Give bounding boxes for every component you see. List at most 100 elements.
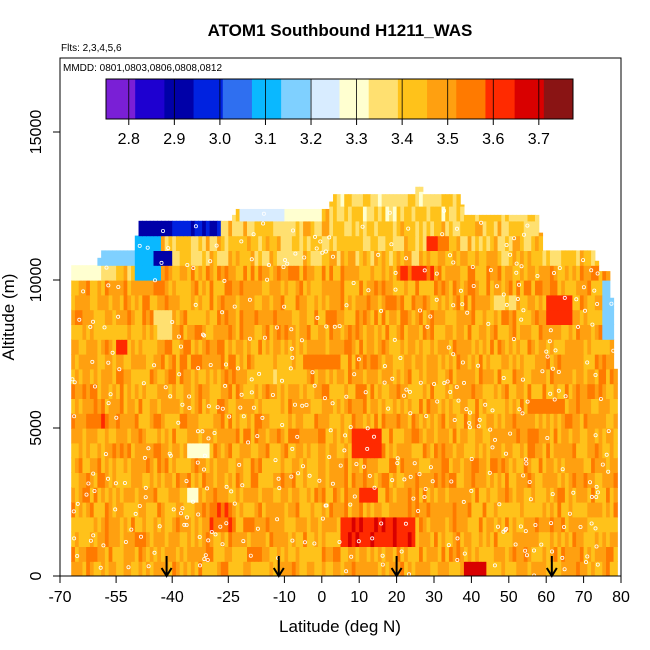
heatmap-cell bbox=[493, 235, 499, 251]
heatmap-cell bbox=[220, 339, 226, 355]
heatmap-cell bbox=[220, 220, 226, 237]
heatmap-cell bbox=[463, 487, 469, 503]
heatmap-cell bbox=[512, 428, 517, 444]
heatmap-cell bbox=[168, 457, 173, 473]
heatmap-cell bbox=[389, 442, 394, 459]
heatmap-cell bbox=[370, 309, 375, 325]
heatmap-cell bbox=[175, 502, 181, 518]
sample-point bbox=[486, 321, 491, 326]
heatmap-cell bbox=[160, 457, 166, 473]
heatmap-cell bbox=[190, 383, 196, 399]
heatmap-cell bbox=[303, 235, 308, 251]
heatmap-cell bbox=[89, 368, 95, 385]
sample-point bbox=[467, 420, 472, 425]
heatmap-cell bbox=[314, 472, 319, 488]
heatmap-cell bbox=[501, 516, 506, 533]
sample-point bbox=[548, 391, 553, 396]
heatmap-cell bbox=[362, 413, 368, 429]
heatmap-cell bbox=[78, 546, 84, 562]
heatmap-cell bbox=[321, 561, 327, 576]
heatmap-cell bbox=[112, 502, 117, 518]
heatmap-cell bbox=[587, 457, 592, 473]
heatmap-cell bbox=[546, 442, 551, 459]
heatmap-cell bbox=[422, 516, 428, 533]
heatmap-cell bbox=[430, 561, 435, 576]
x-axis-label: Latitude (deg N) bbox=[279, 617, 401, 636]
heatmap-cell bbox=[602, 472, 607, 488]
heatmap-cell bbox=[404, 294, 409, 311]
heatmap-cell bbox=[587, 354, 592, 370]
heatmap-cell bbox=[295, 472, 300, 488]
heatmap-cell bbox=[175, 235, 181, 251]
heatmap-cell bbox=[183, 265, 188, 281]
heatmap-cell bbox=[86, 413, 91, 429]
heatmap-cell bbox=[351, 250, 357, 266]
colorbar-swatch bbox=[427, 79, 457, 119]
sample-point bbox=[343, 433, 348, 438]
heatmap-cell bbox=[347, 472, 353, 488]
sample-point bbox=[514, 270, 519, 275]
heatmap-cell bbox=[250, 294, 256, 311]
sample-point bbox=[293, 251, 298, 256]
sample-point bbox=[220, 310, 225, 315]
sample-point bbox=[519, 317, 524, 322]
heatmap-cell bbox=[564, 280, 570, 296]
heatmap-cell bbox=[505, 531, 510, 547]
heatmap-cell bbox=[374, 265, 379, 281]
heatmap-cell bbox=[127, 354, 132, 370]
sample-point bbox=[195, 460, 200, 465]
heatmap-cell bbox=[613, 457, 618, 473]
sample-point bbox=[604, 452, 609, 457]
heatmap-cell bbox=[194, 294, 199, 311]
heatmap-cell bbox=[160, 309, 166, 325]
heatmap-cell bbox=[482, 457, 487, 473]
heatmap-cell bbox=[572, 546, 577, 562]
heatmap-cell bbox=[587, 546, 592, 562]
heatmap-cell bbox=[463, 472, 469, 488]
heatmap-cell bbox=[523, 214, 529, 222]
sample-point bbox=[176, 420, 181, 425]
sample-point bbox=[290, 446, 295, 451]
heatmap-cell bbox=[198, 309, 203, 325]
heatmap-cell bbox=[228, 428, 233, 444]
heatmap-cell bbox=[288, 531, 293, 547]
heatmap-cell bbox=[258, 502, 263, 518]
heatmap-cell bbox=[288, 309, 293, 325]
heatmap-cell bbox=[93, 324, 98, 340]
sample-point bbox=[425, 324, 430, 329]
heatmap-cell bbox=[202, 428, 207, 444]
heatmap-cell bbox=[228, 309, 233, 325]
sample-point bbox=[327, 454, 332, 459]
heatmap-cell bbox=[452, 383, 458, 399]
heatmap-cell bbox=[220, 502, 226, 518]
heatmap-cell bbox=[426, 250, 431, 266]
heatmap-cell bbox=[467, 339, 472, 355]
heatmap-cell bbox=[235, 250, 241, 266]
sample-point bbox=[200, 429, 205, 434]
heatmap-cell bbox=[542, 339, 547, 355]
heatmap-cell bbox=[134, 413, 140, 429]
heatmap-cell bbox=[269, 561, 274, 576]
heatmap-cell bbox=[419, 413, 424, 429]
heatmap-cell bbox=[190, 531, 196, 547]
heatmap-cell bbox=[591, 294, 596, 311]
heatmap-cell bbox=[261, 546, 267, 562]
heatmap-cell bbox=[404, 502, 409, 518]
heatmap-cell bbox=[239, 516, 244, 533]
heatmap-cell bbox=[456, 324, 461, 340]
heatmap-cell bbox=[340, 250, 345, 266]
heatmap-cell bbox=[310, 235, 315, 251]
heatmap-cell bbox=[142, 502, 147, 518]
heatmap-cell bbox=[295, 354, 300, 370]
sample-point bbox=[255, 434, 260, 439]
heatmap-cell bbox=[217, 265, 222, 281]
heatmap-cell bbox=[389, 368, 394, 385]
heatmap-cell bbox=[385, 516, 390, 533]
heatmap-cell bbox=[527, 546, 532, 562]
sample-point bbox=[447, 253, 452, 258]
heatmap-cell bbox=[475, 413, 480, 429]
heatmap-cell bbox=[374, 206, 379, 222]
heatmap-cell bbox=[280, 339, 285, 355]
heatmap-cell bbox=[381, 502, 386, 518]
heatmap-cell bbox=[164, 368, 170, 385]
